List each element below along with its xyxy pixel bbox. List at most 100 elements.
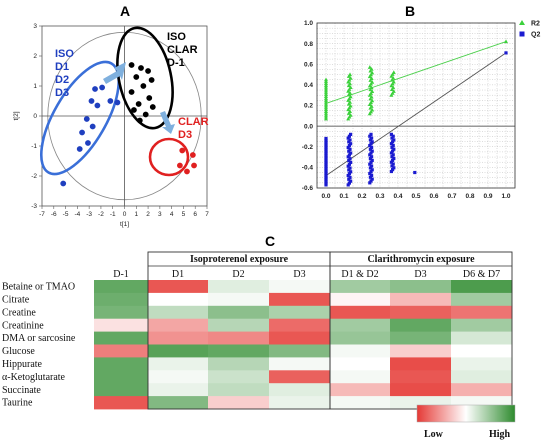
heatmap-cell bbox=[269, 318, 331, 332]
r2-point bbox=[369, 67, 374, 71]
scatter-point-group-3 bbox=[179, 147, 186, 154]
r2-point bbox=[370, 89, 375, 93]
q2-point bbox=[368, 175, 372, 179]
heatmap-cell bbox=[390, 331, 452, 345]
heatmap-cell bbox=[208, 396, 270, 410]
heatmap-cell bbox=[269, 305, 331, 320]
y-tick-label: -0.4 bbox=[302, 165, 314, 172]
r2-point bbox=[324, 105, 328, 110]
scatter-point-group-3 bbox=[184, 168, 190, 175]
r2-point bbox=[369, 81, 373, 86]
scatter-point-group-2 bbox=[145, 68, 151, 74]
scatter-point-group-2 bbox=[128, 62, 135, 68]
heatmap-cell bbox=[451, 383, 513, 397]
metabolite-heatmap: Isoproterenol exposure Clarithromycin exp… bbox=[2, 251, 516, 440]
q2-point bbox=[369, 179, 373, 183]
heatmap-cell bbox=[269, 383, 331, 397]
x-tick-label: 0.0 bbox=[321, 193, 330, 200]
r2-point bbox=[367, 65, 372, 69]
heatmap-cell bbox=[269, 370, 331, 384]
q2-point bbox=[370, 168, 374, 172]
q2-point bbox=[391, 143, 395, 148]
heatmap-cell bbox=[94, 331, 149, 345]
scale-low-label: Low bbox=[424, 429, 444, 440]
q2-point bbox=[324, 138, 328, 142]
y-tick-label: 2 bbox=[33, 53, 37, 60]
x-tick-label: 7 bbox=[205, 211, 209, 218]
ellipse-iso-group bbox=[39, 60, 121, 176]
r2-point bbox=[370, 98, 375, 103]
group-label-control: ISO CLAR D-1 bbox=[167, 31, 201, 69]
r2-point bbox=[324, 98, 328, 102]
q2-point bbox=[391, 140, 395, 144]
q2-point bbox=[370, 177, 374, 181]
scatter-point-group-1 bbox=[92, 86, 98, 92]
heatmap-cell bbox=[269, 344, 331, 358]
heatmap-cell bbox=[269, 357, 331, 371]
scatter-point-group-1 bbox=[107, 98, 114, 104]
q2-point bbox=[370, 173, 374, 177]
column-label: D1 & D2 bbox=[341, 269, 378, 280]
scatter-point-group-2 bbox=[136, 117, 143, 124]
q2-point bbox=[346, 164, 350, 168]
r2-point bbox=[324, 90, 328, 95]
y-tick-label: 0.0 bbox=[304, 123, 313, 130]
group-label-iso: ISO D1 D2 D3 bbox=[55, 48, 77, 99]
arrow-icon bbox=[160, 111, 175, 134]
q2-point bbox=[389, 151, 393, 155]
plot-frame bbox=[316, 22, 516, 189]
r2-point bbox=[369, 76, 374, 80]
scatter-point-group-1 bbox=[85, 140, 91, 146]
legend-marker-r2 bbox=[519, 20, 525, 25]
group-label-line: D-1 bbox=[167, 57, 185, 69]
y-tick-label: 1 bbox=[33, 83, 37, 90]
q2-point bbox=[392, 147, 396, 151]
r2-point bbox=[324, 88, 328, 93]
scatter-point-group-3 bbox=[189, 152, 196, 158]
q2-point bbox=[349, 170, 353, 174]
q2-point bbox=[324, 172, 328, 176]
r2-point bbox=[324, 99, 328, 104]
r2-point bbox=[504, 39, 508, 44]
arrow-icon bbox=[103, 62, 126, 84]
q2-point bbox=[413, 170, 417, 175]
q2-point bbox=[370, 136, 374, 140]
heatmap-cell bbox=[269, 292, 331, 307]
x-tick-label: -5 bbox=[63, 211, 69, 218]
q2-point bbox=[370, 149, 374, 153]
pca-score-plot: -7 -6 -5 -4 -3 -2 -1 0 1 2 3 4 5 6 73210-1-2-3t[1]t[2]… bbox=[13, 23, 212, 228]
r2-point bbox=[368, 105, 373, 110]
q2-point bbox=[324, 148, 328, 152]
scatter-point-group-1 bbox=[88, 98, 95, 104]
scatter-point-group-3 bbox=[191, 162, 197, 169]
heatmap-cell bbox=[94, 357, 149, 371]
q2-point bbox=[389, 132, 393, 136]
q2-point bbox=[324, 168, 328, 172]
y-tick-label: -2 bbox=[31, 173, 37, 180]
y-tick-label: 0.4 bbox=[304, 82, 313, 89]
r2-point bbox=[391, 75, 396, 80]
column-label: D2 bbox=[232, 269, 244, 280]
r2-point bbox=[367, 111, 372, 116]
r2-point bbox=[389, 74, 394, 78]
row-label: Succinate bbox=[2, 385, 41, 396]
x-tick-label: 0 bbox=[123, 211, 127, 218]
q2-point bbox=[391, 134, 395, 138]
heatmap-cell bbox=[148, 331, 209, 345]
q2-point bbox=[368, 166, 372, 170]
q2-point bbox=[347, 153, 351, 157]
group-label-clar: CLAR D3 bbox=[178, 116, 212, 141]
legend-label-r2: R2 bbox=[531, 21, 540, 28]
heatmap-cell bbox=[148, 292, 209, 307]
heatmap-cell bbox=[330, 370, 391, 384]
q2-point bbox=[368, 157, 372, 161]
scatter-point-group-2 bbox=[133, 74, 140, 80]
q2-point bbox=[349, 151, 353, 155]
r2-point bbox=[367, 83, 372, 88]
panel-letter-c: C bbox=[265, 233, 275, 249]
x-tick-label: -1 bbox=[110, 211, 116, 218]
q2-point bbox=[368, 138, 372, 142]
scatter-point-group-1 bbox=[114, 99, 121, 106]
heatmap-cell bbox=[390, 318, 452, 332]
q2-point bbox=[324, 159, 328, 163]
